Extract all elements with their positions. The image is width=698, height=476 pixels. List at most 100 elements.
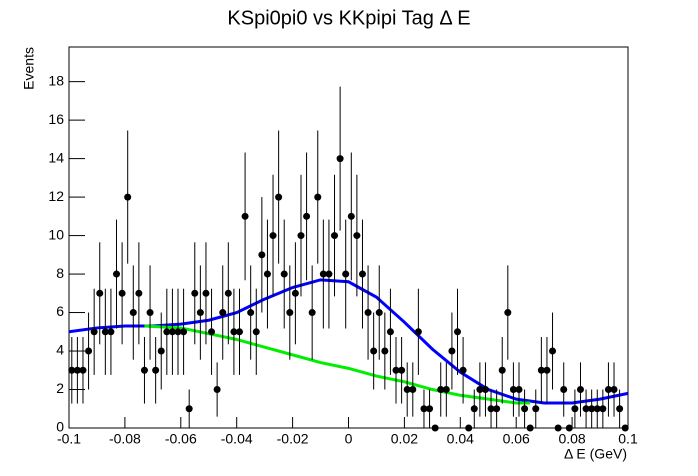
data-point: [113, 270, 121, 278]
fit-curve: [68, 278, 629, 405]
data-point: [431, 424, 439, 432]
data-point: [118, 289, 126, 297]
data-point: [565, 424, 573, 432]
data-point: [582, 405, 590, 413]
data-point: [470, 405, 478, 413]
data-point: [152, 366, 160, 374]
y-tick-label: 16: [48, 111, 64, 127]
data-point: [465, 424, 473, 432]
data-point: [364, 309, 372, 317]
data-point: [252, 328, 260, 336]
chart-title: KSpi0pi0 vs KKpipi Tag Δ E: [227, 7, 470, 29]
data-point: [515, 386, 523, 394]
data-point: [291, 289, 299, 297]
data-point: [347, 212, 355, 220]
data-point: [521, 405, 529, 413]
data-point: [280, 270, 288, 278]
x-tick-label: -0.04: [221, 431, 253, 447]
data-point: [414, 328, 422, 336]
data-point: [129, 309, 137, 317]
y-tick-label: 18: [48, 72, 64, 88]
x-tick-label: 0.04: [447, 431, 474, 447]
y-tick-label: 0: [56, 419, 64, 435]
data-point: [493, 405, 501, 413]
data-point: [398, 366, 406, 374]
data-point: [526, 424, 534, 432]
data-point: [124, 193, 132, 201]
data-point: [342, 270, 350, 278]
data-point: [314, 193, 322, 201]
data-point: [202, 289, 210, 297]
data-point: [487, 405, 495, 413]
data-point: [509, 386, 517, 394]
data-point: [275, 193, 283, 201]
data-point: [258, 251, 266, 259]
data-point: [420, 405, 428, 413]
data-point: [336, 155, 344, 163]
data-point: [247, 309, 255, 317]
x-tick-label: 0.02: [391, 431, 418, 447]
data-point: [448, 347, 456, 355]
data-point: [286, 309, 294, 317]
data-point: [571, 405, 579, 413]
x-tick-label: -0.08: [109, 431, 141, 447]
data-point: [616, 405, 624, 413]
data-point: [549, 347, 557, 355]
data-point: [107, 328, 115, 336]
y-tick-label: 10: [48, 226, 64, 242]
x-tick-label: -0.06: [165, 431, 197, 447]
data-point: [235, 328, 243, 336]
data-point: [481, 386, 489, 394]
x-tick-label: -0.1: [57, 431, 81, 447]
data-point: [96, 289, 104, 297]
data-point: [180, 328, 188, 336]
data-point: [459, 366, 467, 374]
data-point: [140, 366, 148, 374]
data-point: [319, 270, 327, 278]
data-point: [90, 328, 98, 336]
data-point: [543, 366, 551, 374]
data-point: [454, 328, 462, 336]
data-point: [599, 405, 607, 413]
data-point: [370, 347, 378, 355]
y-tick-label: 2: [56, 380, 64, 396]
data-point: [426, 405, 434, 413]
y-tick-label: 4: [56, 342, 64, 358]
data-point: [101, 328, 109, 336]
data-point: [610, 386, 618, 394]
data-point: [185, 405, 193, 413]
data-point: [230, 328, 238, 336]
data-point: [392, 366, 400, 374]
data-point: [213, 386, 221, 394]
data-point: [409, 386, 417, 394]
data-point: [353, 232, 361, 240]
fit-curve: [144, 324, 531, 405]
data-point: [68, 366, 76, 374]
data-point: [297, 232, 305, 240]
data-point: [241, 212, 249, 220]
data-point: [358, 270, 366, 278]
data-point: [593, 405, 601, 413]
data-point: [325, 270, 333, 278]
data-point: [437, 386, 445, 394]
data-point: [442, 386, 450, 394]
data-point: [163, 328, 171, 336]
data-point: [308, 309, 316, 317]
data-point: [135, 289, 143, 297]
data-point: [403, 386, 411, 394]
x-tick-label: -0.02: [277, 431, 309, 447]
x-axis-label: Δ E (GeV): [564, 446, 627, 462]
data-point: [375, 309, 383, 317]
y-tick-label: 8: [56, 265, 64, 281]
data-point: [476, 386, 484, 394]
data-point: [85, 347, 93, 355]
x-tick-label: 0: [345, 431, 353, 447]
x-tick-label: 0.06: [503, 431, 530, 447]
data-point: [79, 366, 87, 374]
data-point: [73, 366, 81, 374]
x-tick-label: 0.1: [618, 431, 638, 447]
data-point: [604, 386, 612, 394]
data-point: [554, 424, 562, 432]
data-point: [157, 347, 165, 355]
